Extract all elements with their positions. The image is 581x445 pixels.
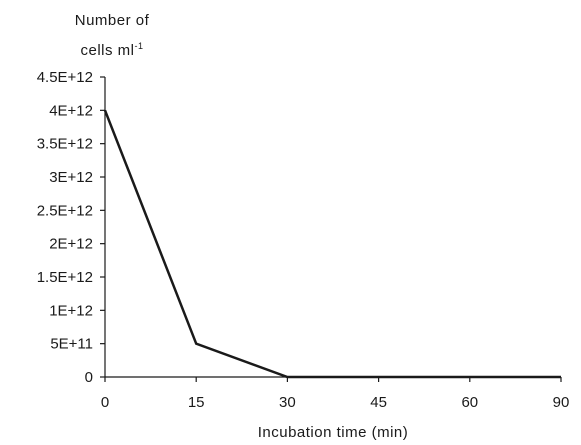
y-axis-title-line1: Number of [75, 12, 150, 29]
plot-area: 0 5E+11 1E+12 1.5E+12 2E+12 2.5E+12 3E+12 3.5E+… [37, 69, 570, 411]
y-tick-label: 2.5E+12 [37, 202, 93, 219]
y-tick-label: 4E+12 [49, 102, 93, 119]
y-tick-label: 4.5E+12 [37, 69, 93, 86]
x-tick-label: 30 [279, 394, 296, 411]
y-tick-label: 0 [85, 369, 93, 386]
y-axis-title-cells: cells ml [80, 42, 134, 59]
series-line [103, 109, 561, 379]
y-axis-title-line2: cells ml-1 [80, 41, 143, 59]
x-tick-label: 45 [370, 394, 387, 411]
x-axis-title: Incubation time (min) [258, 424, 409, 441]
y-tick-label: 5E+11 [50, 336, 93, 353]
x-tick-label: 90 [553, 394, 570, 411]
y-tick-label: 3E+12 [49, 169, 93, 186]
x-tick-label: 15 [188, 394, 205, 411]
x-tick-label: 0 [101, 394, 109, 411]
y-tick-label: 2E+12 [49, 236, 93, 253]
y-tick-label: 3.5E+12 [37, 136, 93, 153]
y-tick-label: 1E+12 [49, 302, 93, 319]
x-tick-label: 60 [461, 394, 478, 411]
y-axis-title-superscript: -1 [135, 41, 144, 51]
y-tick-label: 1.5E+12 [37, 269, 93, 286]
